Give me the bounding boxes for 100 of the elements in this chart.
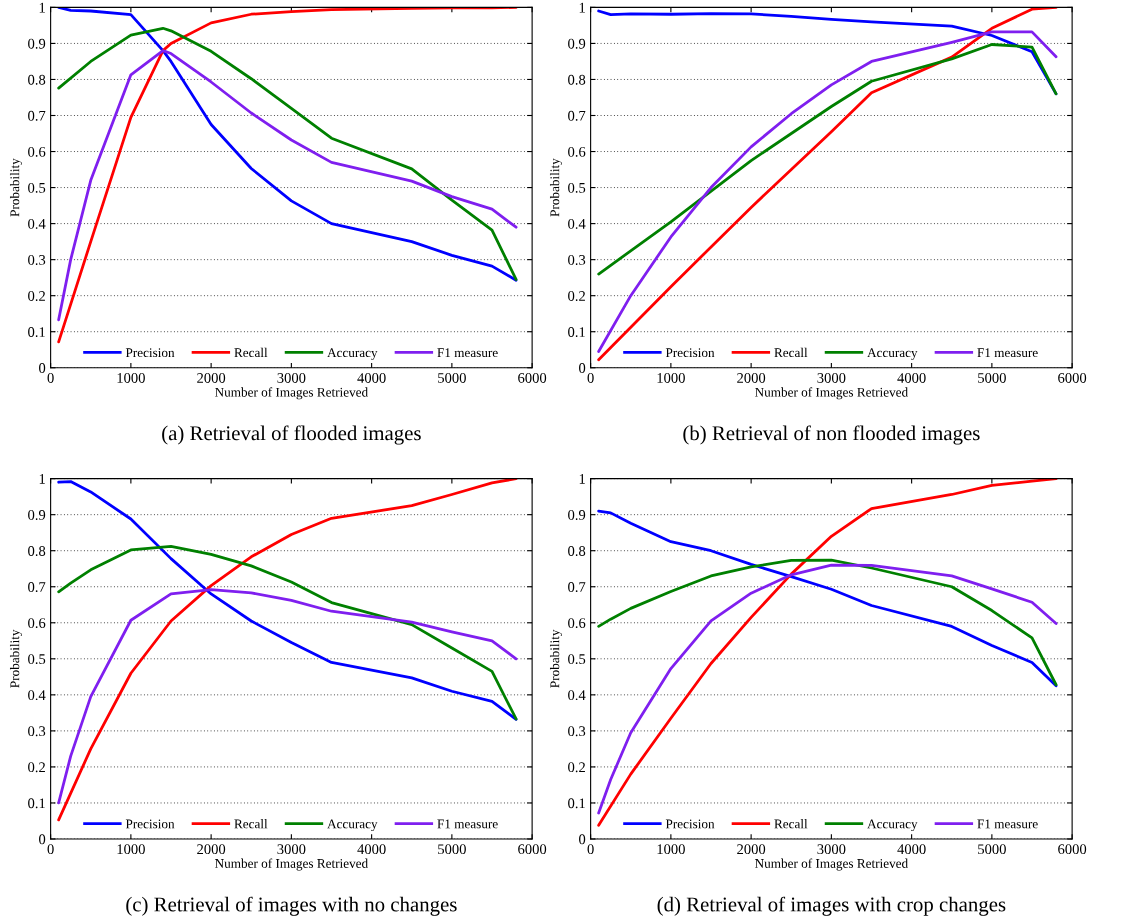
y-tick-label: 0.8 (28, 74, 46, 85)
y-tick-label: 0.8 (568, 546, 586, 556)
y-tick-label: 0.3 (568, 726, 586, 737)
x-tick-label: 0 (47, 373, 54, 383)
y-tick-label: 0.5 (28, 182, 46, 193)
x-tick-label: 3000 (817, 373, 846, 383)
legend-label: Recall (774, 819, 808, 829)
legend-label: Recall (774, 347, 808, 358)
x-tick-label: 1000 (117, 844, 145, 855)
x-tick-label: 4000 (897, 844, 926, 855)
x-axis-title: Number of Images Retrieved (215, 387, 368, 400)
y-tick-label: 0.9 (28, 38, 46, 49)
x-tick-label: 2000 (197, 373, 226, 383)
y-tick-label: 0.4 (28, 690, 46, 701)
line-series (597, 43, 1058, 276)
x-axis-title: Number of Images Retrieved (755, 858, 908, 871)
line-series (57, 7, 518, 344)
x-tick-label: 1000 (117, 373, 145, 383)
text: (c) Retrieval of images with no changes (126, 896, 457, 916)
y-tick-label: 0.9 (568, 510, 586, 520)
y-tick-label: 0.2 (568, 762, 585, 773)
y-tick-label: 0.6 (28, 146, 46, 157)
legend-label: F1 measure (977, 819, 1038, 829)
line-series (597, 563, 1058, 815)
y-tick-label: 0.6 (568, 146, 586, 157)
x-tick-label: 2000 (737, 373, 766, 383)
y-tick-label: 0.4 (568, 690, 586, 701)
y-tick-label: 1 (579, 2, 585, 13)
y-tick-label: 0.5 (28, 654, 46, 665)
legend-label: Precision (125, 348, 175, 358)
x-tick-label: 5000 (978, 373, 1006, 383)
legend-label: Accuracy (867, 348, 918, 360)
y-tick-label: 0.2 (28, 762, 45, 773)
x-tick-label: 0 (587, 844, 594, 855)
text: (b) Retrieval of non flooded images (683, 425, 980, 445)
text: (d) Retrieval of images with crop changes (657, 896, 1006, 916)
y-tick-label: 0.9 (568, 38, 586, 49)
line-series (597, 509, 1058, 688)
x-tick-label: 6000 (518, 844, 547, 855)
x-tick-label: 1000 (657, 844, 685, 855)
y-tick-label: 1 (39, 474, 45, 484)
legend-label: F1 measure (977, 348, 1038, 358)
x-tick-label: 4000 (357, 373, 386, 383)
x-tick-label: 6000 (1058, 844, 1087, 855)
legend-label: Precision (665, 819, 715, 829)
y-tick-label: 1 (579, 474, 585, 484)
x-axis-title: Number of Images Retrieved (215, 858, 368, 871)
y-tick-label: 0.8 (28, 546, 46, 556)
x-tick-label: 1000 (657, 373, 685, 383)
line-series (57, 49, 518, 322)
x-axis-title: Number of Images Retrieved (755, 387, 908, 400)
y-axis-title: Probability (9, 629, 22, 688)
y-tick-label: 0.7 (568, 110, 586, 121)
y-tick-label: 1 (39, 2, 45, 13)
y-tick-label: 0 (39, 834, 46, 845)
y-tick-label: 0.8 (568, 74, 586, 85)
x-tick-label: 2000 (737, 844, 766, 855)
y-tick-label: 0.1 (568, 327, 585, 337)
y-tick-label: 0.1 (568, 798, 585, 809)
y-tick-label: 0.4 (28, 218, 46, 229)
line-series (57, 588, 518, 805)
y-tick-label: 0.6 (568, 618, 586, 629)
x-tick-label: 5000 (978, 844, 1006, 855)
y-tick-label: 0.7 (28, 110, 46, 121)
y-tick-label: 0.6 (28, 618, 46, 629)
y-axis-title: Probability (549, 629, 562, 688)
text: (a) Retrieval of flooded images (162, 425, 421, 445)
legend-label: Accuracy (327, 819, 378, 832)
line-series (57, 480, 518, 721)
legend-label: Precision (665, 348, 715, 358)
y-tick-label: 0.1 (28, 798, 45, 809)
y-tick-label: 0.2 (28, 291, 45, 301)
y-axis-title: Probability (9, 158, 22, 217)
y-tick-label: 0.7 (568, 582, 586, 593)
legend-label: Accuracy (327, 348, 378, 360)
legend-label: Precision (125, 819, 175, 829)
y-tick-label: 0.5 (568, 182, 586, 193)
y-tick-label: 0.3 (28, 255, 46, 265)
x-tick-label: 5000 (438, 844, 466, 855)
y-tick-label: 0.5 (568, 654, 586, 665)
x-tick-label: 0 (587, 373, 594, 383)
y-tick-label: 0 (579, 363, 586, 373)
line-series (57, 544, 518, 721)
y-tick-label: 0.2 (568, 291, 585, 301)
y-axis-title: Probability (549, 158, 562, 217)
x-tick-label: 2000 (197, 844, 226, 855)
x-tick-label: 3000 (817, 844, 846, 855)
x-tick-label: 6000 (1058, 373, 1087, 383)
y-tick-label: 0.7 (28, 582, 46, 593)
legend-label: F1 measure (437, 819, 498, 829)
legend-label: Accuracy (867, 819, 918, 832)
legend-label: Recall (234, 347, 268, 358)
y-tick-label: 0.3 (28, 726, 46, 737)
x-tick-label: 3000 (277, 844, 306, 855)
x-tick-label: 5000 (438, 373, 466, 383)
line-series (597, 558, 1058, 687)
y-tick-label: 0.3 (568, 255, 586, 265)
x-tick-label: 3000 (277, 373, 306, 383)
x-tick-label: 0 (47, 844, 54, 855)
y-tick-label: 0 (39, 363, 46, 373)
